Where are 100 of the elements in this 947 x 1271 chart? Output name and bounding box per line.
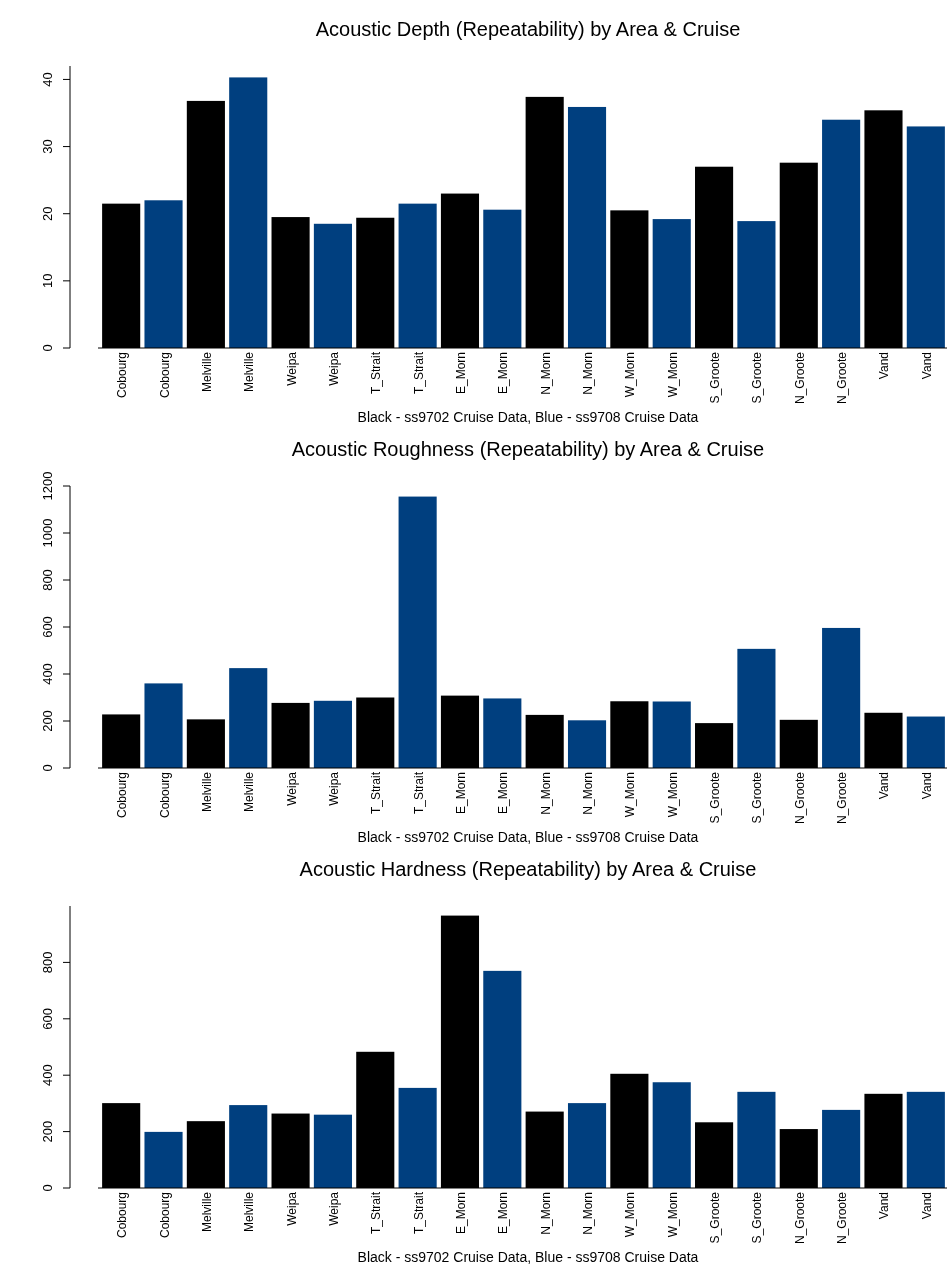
x-tick-label: N_Morn [581, 1192, 596, 1235]
x-tick-label: W_Morn [665, 772, 680, 818]
bar [906, 716, 945, 768]
bar [567, 720, 607, 768]
x-tick-label: Vand [877, 352, 892, 380]
x-tick-label: W_Morn [665, 1192, 680, 1238]
x-tick-label: T_Strait [411, 1191, 426, 1235]
y-tick-label: 400 [40, 1064, 55, 1087]
y-tick-label: 1200 [40, 471, 55, 501]
y-tick-label: 30 [40, 139, 55, 154]
x-tick-label: N_Morn [538, 772, 553, 815]
chart-title: Acoustic Depth (Repeatability) by Area & Cruise [315, 18, 741, 40]
bar [737, 648, 776, 768]
x-tick-label: Melville [242, 1191, 257, 1233]
x-tick-label: N_Morn [538, 1192, 553, 1235]
x-tick-label: Cobourg [157, 1192, 172, 1239]
bar [906, 1091, 945, 1188]
x-tick-label: W_Morn [623, 772, 638, 818]
chart-title: Acoustic Roughness (Repeatability) by Area & Cruise [291, 438, 765, 460]
x-axis-title: Black - ss9702 Cruise Data, Blue - ss9708 Cruise Data [357, 1249, 699, 1265]
x-tick-label: S_Groote [750, 771, 765, 824]
x-tick-label: Melville [242, 771, 257, 813]
x-tick-label: T_Strait [411, 351, 426, 395]
bar [822, 627, 861, 768]
bar [229, 1105, 268, 1188]
x-axis-title: Black - ss9702 Cruise Data, Blue - ss9708 Cruise Data [357, 829, 699, 845]
x-tick-label: N_Groote [835, 771, 850, 825]
y-tick-label: 400 [40, 663, 55, 685]
bar [229, 668, 268, 768]
bar [398, 496, 437, 768]
x-tick-label: Melville [199, 351, 214, 393]
y-tick-label: 200 [40, 1120, 55, 1143]
x-tick-label: Cobourg [115, 772, 130, 819]
x-tick-label: Cobourg [115, 352, 130, 399]
x-tick-label: S_Groote [750, 1191, 765, 1244]
bar [229, 77, 268, 348]
x-tick-label: Vand [877, 772, 892, 800]
bar [144, 200, 183, 348]
bar [737, 221, 776, 348]
x-tick-label: N_Groote [835, 1191, 850, 1245]
x-tick-label: E_Morn [496, 352, 511, 395]
x-tick-label: T_Strait [369, 351, 384, 395]
y-tick-label: 1000 [40, 518, 55, 548]
bar [398, 1087, 437, 1188]
x-tick-label: S_Groote [750, 351, 765, 404]
x-tick-label: Cobourg [115, 1192, 130, 1239]
x-tick-label: Melville [242, 351, 257, 393]
x-tick-label: E_Morn [496, 772, 511, 815]
y-tick-label: 0 [40, 1184, 55, 1192]
x-tick-label: Weipa [284, 771, 299, 806]
x-tick-label: Melville [199, 1191, 214, 1233]
bar [567, 1103, 607, 1188]
chart-title: Acoustic Hardness (Repeatability) by Area & Cruise [299, 858, 757, 880]
x-tick-label: N_Groote [835, 351, 850, 405]
y-tick-label: 800 [40, 569, 55, 591]
y-tick-label: 600 [40, 1007, 55, 1030]
bar [144, 683, 183, 768]
x-tick-label: W_Morn [623, 1192, 638, 1238]
x-tick-label: Vand [877, 1192, 892, 1220]
bar [652, 701, 691, 768]
bar [652, 219, 691, 348]
y-tick-label: 800 [40, 951, 55, 974]
bar [906, 126, 945, 348]
bar [313, 700, 352, 768]
bar [398, 203, 437, 348]
bar [144, 1131, 183, 1188]
bar [313, 1114, 352, 1188]
bar [737, 1091, 776, 1188]
x-tick-label: Vand [919, 772, 934, 800]
x-tick-label: W_Morn [623, 352, 638, 398]
x-tick-label: S_Groote [708, 771, 723, 824]
x-tick-label: Cobourg [157, 352, 172, 399]
x-tick-label: S_Groote [708, 351, 723, 404]
x-tick-label: N_Groote [792, 1191, 807, 1245]
x-tick-label: T_Strait [369, 1191, 384, 1235]
x-tick-label: Melville [199, 771, 214, 813]
y-tick-label: 10 [40, 273, 55, 289]
y-tick-label: 600 [40, 616, 55, 638]
x-tick-label: N_Groote [792, 351, 807, 405]
x-tick-label: E_Morn [496, 1192, 511, 1235]
x-tick-label: E_Morn [453, 772, 468, 815]
bar [822, 119, 861, 348]
x-tick-label: W_Morn [665, 352, 680, 398]
x-tick-label: Weipa [326, 771, 341, 806]
y-tick-label: 0 [40, 764, 55, 772]
bar [822, 1109, 861, 1188]
y-tick-label: 40 [40, 72, 55, 87]
x-tick-label: N_Morn [581, 772, 596, 815]
x-tick-label: E_Morn [453, 352, 468, 395]
y-tick-label: 200 [40, 710, 55, 732]
bar [483, 209, 522, 348]
x-tick-label: E_Morn [453, 1192, 468, 1235]
bar [483, 970, 522, 1188]
x-axis-title: Black - ss9702 Cruise Data, Blue - ss9708 Cruise Data [357, 409, 699, 425]
x-tick-label: Weipa [326, 1191, 341, 1226]
x-tick-label: N_Morn [581, 352, 596, 395]
y-tick-label: 0 [40, 344, 55, 352]
x-tick-label: Cobourg [157, 772, 172, 819]
x-tick-label: Weipa [284, 351, 299, 386]
x-tick-label: N_Groote [792, 771, 807, 825]
